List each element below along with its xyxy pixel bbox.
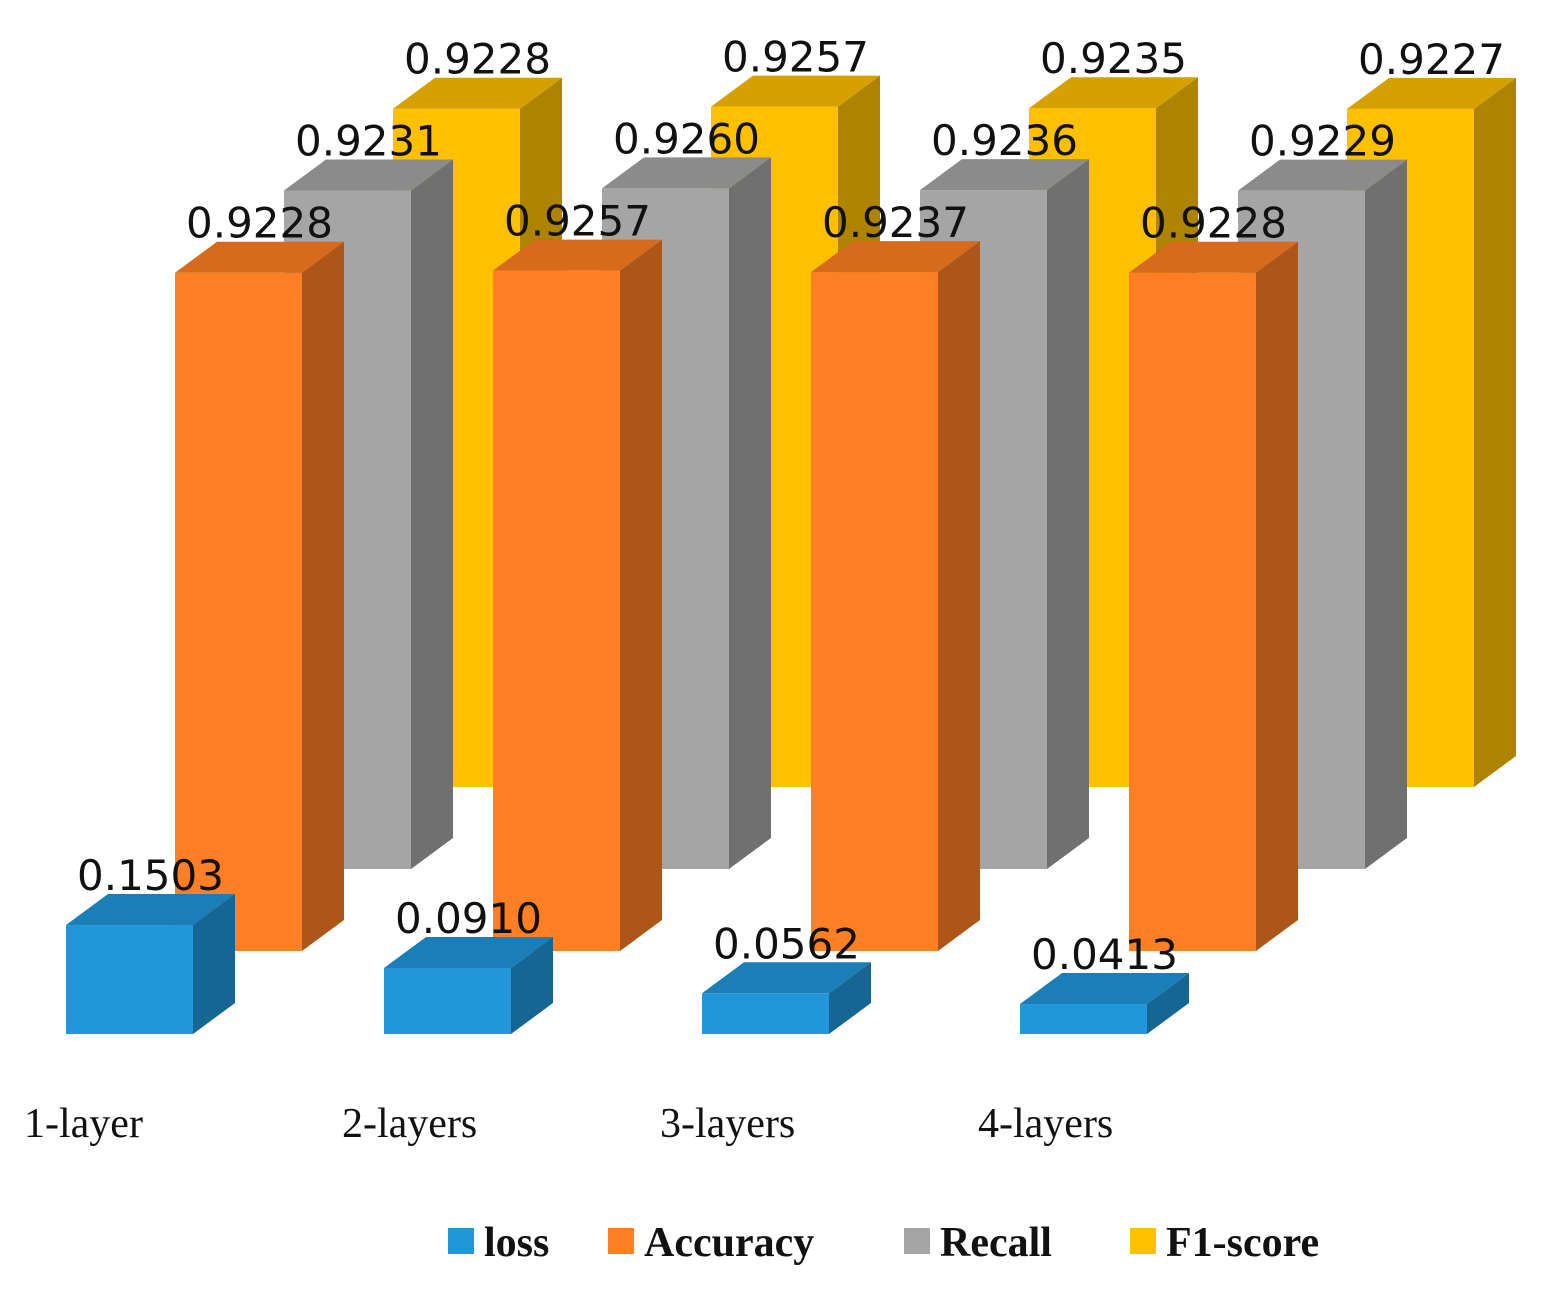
bar-top xyxy=(493,239,662,271)
bar-top xyxy=(284,159,453,191)
bar-front xyxy=(66,925,193,1034)
bar-top xyxy=(66,894,235,926)
category-axis: 1-layer 2-layers 3-layers 4-layers xyxy=(24,1101,1113,1147)
bar-loss-1-layer xyxy=(66,894,235,1034)
bar-top xyxy=(1029,77,1198,109)
bars-group xyxy=(66,75,1516,1034)
bar-accuracy-2-layers xyxy=(493,239,662,952)
legend-swatch-loss xyxy=(448,1228,474,1254)
bar-front xyxy=(175,272,302,951)
bar-side xyxy=(1147,973,1189,1034)
category-label-2-layers: 2-layers xyxy=(342,1101,477,1147)
bar-loss-4-layers xyxy=(1020,973,1189,1034)
bar-side xyxy=(1365,159,1407,869)
bar-side xyxy=(620,239,662,952)
legend-label-recall: Recall xyxy=(940,1220,1052,1266)
bar-side xyxy=(1256,241,1298,951)
value-label-f1-score-3-layers: 0.9235 xyxy=(1040,34,1187,83)
legend-label-f1-score: F1-score xyxy=(1166,1220,1319,1266)
bar-accuracy-1-layer xyxy=(175,241,344,951)
bar-front xyxy=(1129,272,1256,951)
bar-accuracy-4-layers xyxy=(1129,241,1298,951)
value-label-accuracy-4-layers: 0.9228 xyxy=(1140,199,1287,248)
bar-top xyxy=(811,241,980,273)
bar-loss-2-layers xyxy=(384,937,553,1034)
value-label-recall-1-layer: 0.9231 xyxy=(295,117,442,166)
value-label-accuracy-2-layers: 0.9257 xyxy=(504,197,651,246)
value-label-recall-3-layers: 0.9236 xyxy=(931,116,1078,165)
bar-side xyxy=(1474,77,1516,788)
legend-label-accuracy: Accuracy xyxy=(644,1220,814,1266)
value-label-recall-4-layers: 0.9229 xyxy=(1249,117,1396,166)
legend-swatch-f1-score xyxy=(1130,1228,1156,1254)
bar-side xyxy=(1047,159,1089,870)
value-label-loss-1-layer: 0.1503 xyxy=(77,851,224,900)
bar-top xyxy=(1020,973,1189,1005)
bar-front xyxy=(702,993,829,1034)
bar-front xyxy=(811,272,938,951)
value-label-f1-score-1-layer: 0.9228 xyxy=(404,35,551,84)
bar-top xyxy=(1129,241,1298,273)
bar-side xyxy=(938,241,980,951)
bar-top xyxy=(393,77,562,109)
bar-top xyxy=(1238,159,1407,191)
bar-side xyxy=(411,159,453,870)
bar-top xyxy=(920,159,1089,191)
legend-label-loss: loss xyxy=(484,1220,549,1266)
category-label-4-layers: 4-layers xyxy=(978,1101,1113,1147)
legend-swatch-accuracy xyxy=(608,1228,634,1254)
bar-front xyxy=(1020,1004,1147,1034)
value-label-loss-2-layers: 0.0910 xyxy=(395,894,542,943)
value-label-loss-4-layers: 0.0413 xyxy=(1031,930,1178,979)
bar-side xyxy=(193,894,235,1034)
legend-swatch-recall xyxy=(904,1228,930,1254)
bar-side xyxy=(729,157,771,869)
bar-top xyxy=(702,962,871,994)
category-label-1-layer: 1-layer xyxy=(24,1101,143,1147)
value-label-recall-2-layers: 0.9260 xyxy=(613,114,760,163)
bar-top xyxy=(175,241,344,273)
value-label-accuracy-3-layers: 0.9237 xyxy=(822,198,969,247)
bar-front xyxy=(384,968,511,1034)
bar-top xyxy=(1347,77,1516,109)
value-label-loss-3-layers: 0.0562 xyxy=(713,919,860,968)
bar-accuracy-3-layers xyxy=(811,241,980,951)
bar-side xyxy=(302,241,344,951)
bar-side xyxy=(511,937,553,1034)
bar-loss-3-layers xyxy=(702,962,871,1034)
value-labels-group: 0.9228 0.9257 0.9235 0.9227 0.9231 0.9260 0.92… xyxy=(77,33,1505,979)
legend: loss Accuracy Recall F1-score xyxy=(448,1220,1319,1266)
bar-top xyxy=(384,937,553,969)
bar-top xyxy=(711,75,880,107)
value-label-f1-score-2-layers: 0.9257 xyxy=(722,33,869,82)
bar-front xyxy=(493,270,620,952)
bar-side xyxy=(829,962,871,1034)
category-label-3-layers: 3-layers xyxy=(660,1101,795,1147)
value-label-accuracy-1-layer: 0.9228 xyxy=(186,199,333,248)
value-label-f1-score-4-layers: 0.9227 xyxy=(1358,35,1505,84)
bar-top xyxy=(602,157,771,189)
